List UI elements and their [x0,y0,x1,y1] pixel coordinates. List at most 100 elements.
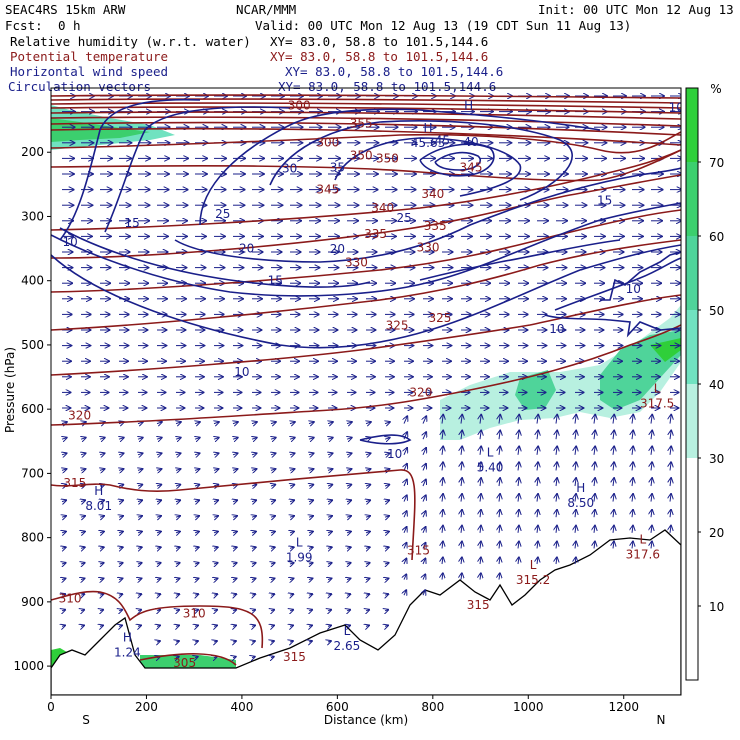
wind-vector [575,446,576,455]
wind-vector [233,500,237,501]
wind-vector [271,500,275,501]
wind-vector [632,431,633,440]
wind-vector [214,657,217,658]
wind-vector [271,625,274,626]
wind-vector [81,532,85,533]
wind-vector [423,448,426,456]
wind-vector [119,532,123,533]
wind-vector [480,415,481,424]
wind-vector [499,462,500,471]
wind-vector [214,485,218,486]
wind-vector [138,422,143,424]
wind-vector [366,547,370,548]
wind-vector [176,469,180,470]
wind-vector [195,641,198,642]
wind-vector [632,446,633,455]
theta-label: 350 [350,148,373,162]
y-axis: 200 300 400 500 600 700 800 900 1000 [13,145,51,673]
wind-vector [347,610,350,611]
wind-vector [613,494,614,502]
wind-vector [518,542,519,549]
wind-vector [119,469,123,470]
wind-vector [157,578,160,579]
wind-vector [328,625,331,626]
wind-vector [556,478,557,487]
theta-contour [139,653,237,666]
wind-vector [347,485,351,486]
wind-vector [461,462,462,471]
wind-vector [195,422,200,424]
wind-vector [290,641,293,642]
theta-label: 320 [409,385,432,399]
wind-vector [651,510,652,518]
colorbar-tick-label: 40 [709,378,724,392]
wind-vector [670,446,671,455]
colorbar-band [686,384,698,458]
wind-vector [461,557,462,565]
wind-vector [176,625,179,626]
wind-vector [62,610,65,611]
wind-vector [385,500,389,501]
y-tick-label: 400 [21,274,44,288]
wind-vector [442,494,443,502]
wind-vector [442,526,443,533]
wind-vector [252,485,256,486]
wind-vector [100,563,104,564]
wind-vector [347,625,350,626]
wind-vector [62,547,66,548]
wind-vector [480,510,481,518]
wind-vector [157,547,161,548]
theta-label: 355 [350,116,373,130]
wind-vector [328,578,331,579]
north-label: N [657,713,666,727]
wind-vector [119,610,122,611]
south-label: S [82,713,90,727]
wind-vector [176,563,180,564]
theta-label: 340 [421,187,444,201]
wind-label: 15 [268,274,283,288]
x-tick-label: 1200 [608,700,639,714]
theta-label: 315 [467,598,490,612]
wind-vector [404,464,407,471]
colorbar-tick-label: 60 [709,230,724,244]
wind-vector [404,559,406,564]
wind-vector [309,422,314,424]
wind-label: 10 [626,282,641,296]
wind-vector [328,438,333,440]
wind-vector [594,462,595,471]
wind-vector [271,657,274,658]
wind-vector [556,431,557,440]
wind-contour [419,143,495,177]
wind-contour [419,239,621,281]
theta-contour [51,111,681,120]
wind-vector [119,485,123,486]
wind-contour [174,167,681,263]
wind-vector [138,453,143,455]
wind-vector [138,438,143,440]
wind-vector [518,462,519,471]
wind-vector [309,578,312,579]
wind-vector [480,573,481,580]
wind-vector [214,641,217,642]
wind-vector [347,438,352,440]
wind-vector [81,578,84,579]
wind-vector [480,557,481,565]
wind-vector [119,438,124,440]
wind-vector [385,547,389,548]
wind-vector [404,574,406,579]
fcst-value: 0 h [58,18,81,33]
wind-vector [233,657,236,658]
wind-vector [195,657,198,658]
wind-vector [214,516,218,517]
extremum-value: 317.6 [626,547,660,561]
wind-vector [119,594,122,595]
wind-vector [214,578,217,579]
wind-contour [359,434,412,445]
wind-vector [176,485,180,486]
wind-vector [309,453,314,455]
wind-vector [157,453,162,455]
wind-vector [290,547,294,548]
wind-vector [347,594,350,595]
valid-time: Valid: 00 UTC Mon 12 Aug 13 (19 CDT Sun … [255,18,631,33]
wind-contour [554,257,681,311]
